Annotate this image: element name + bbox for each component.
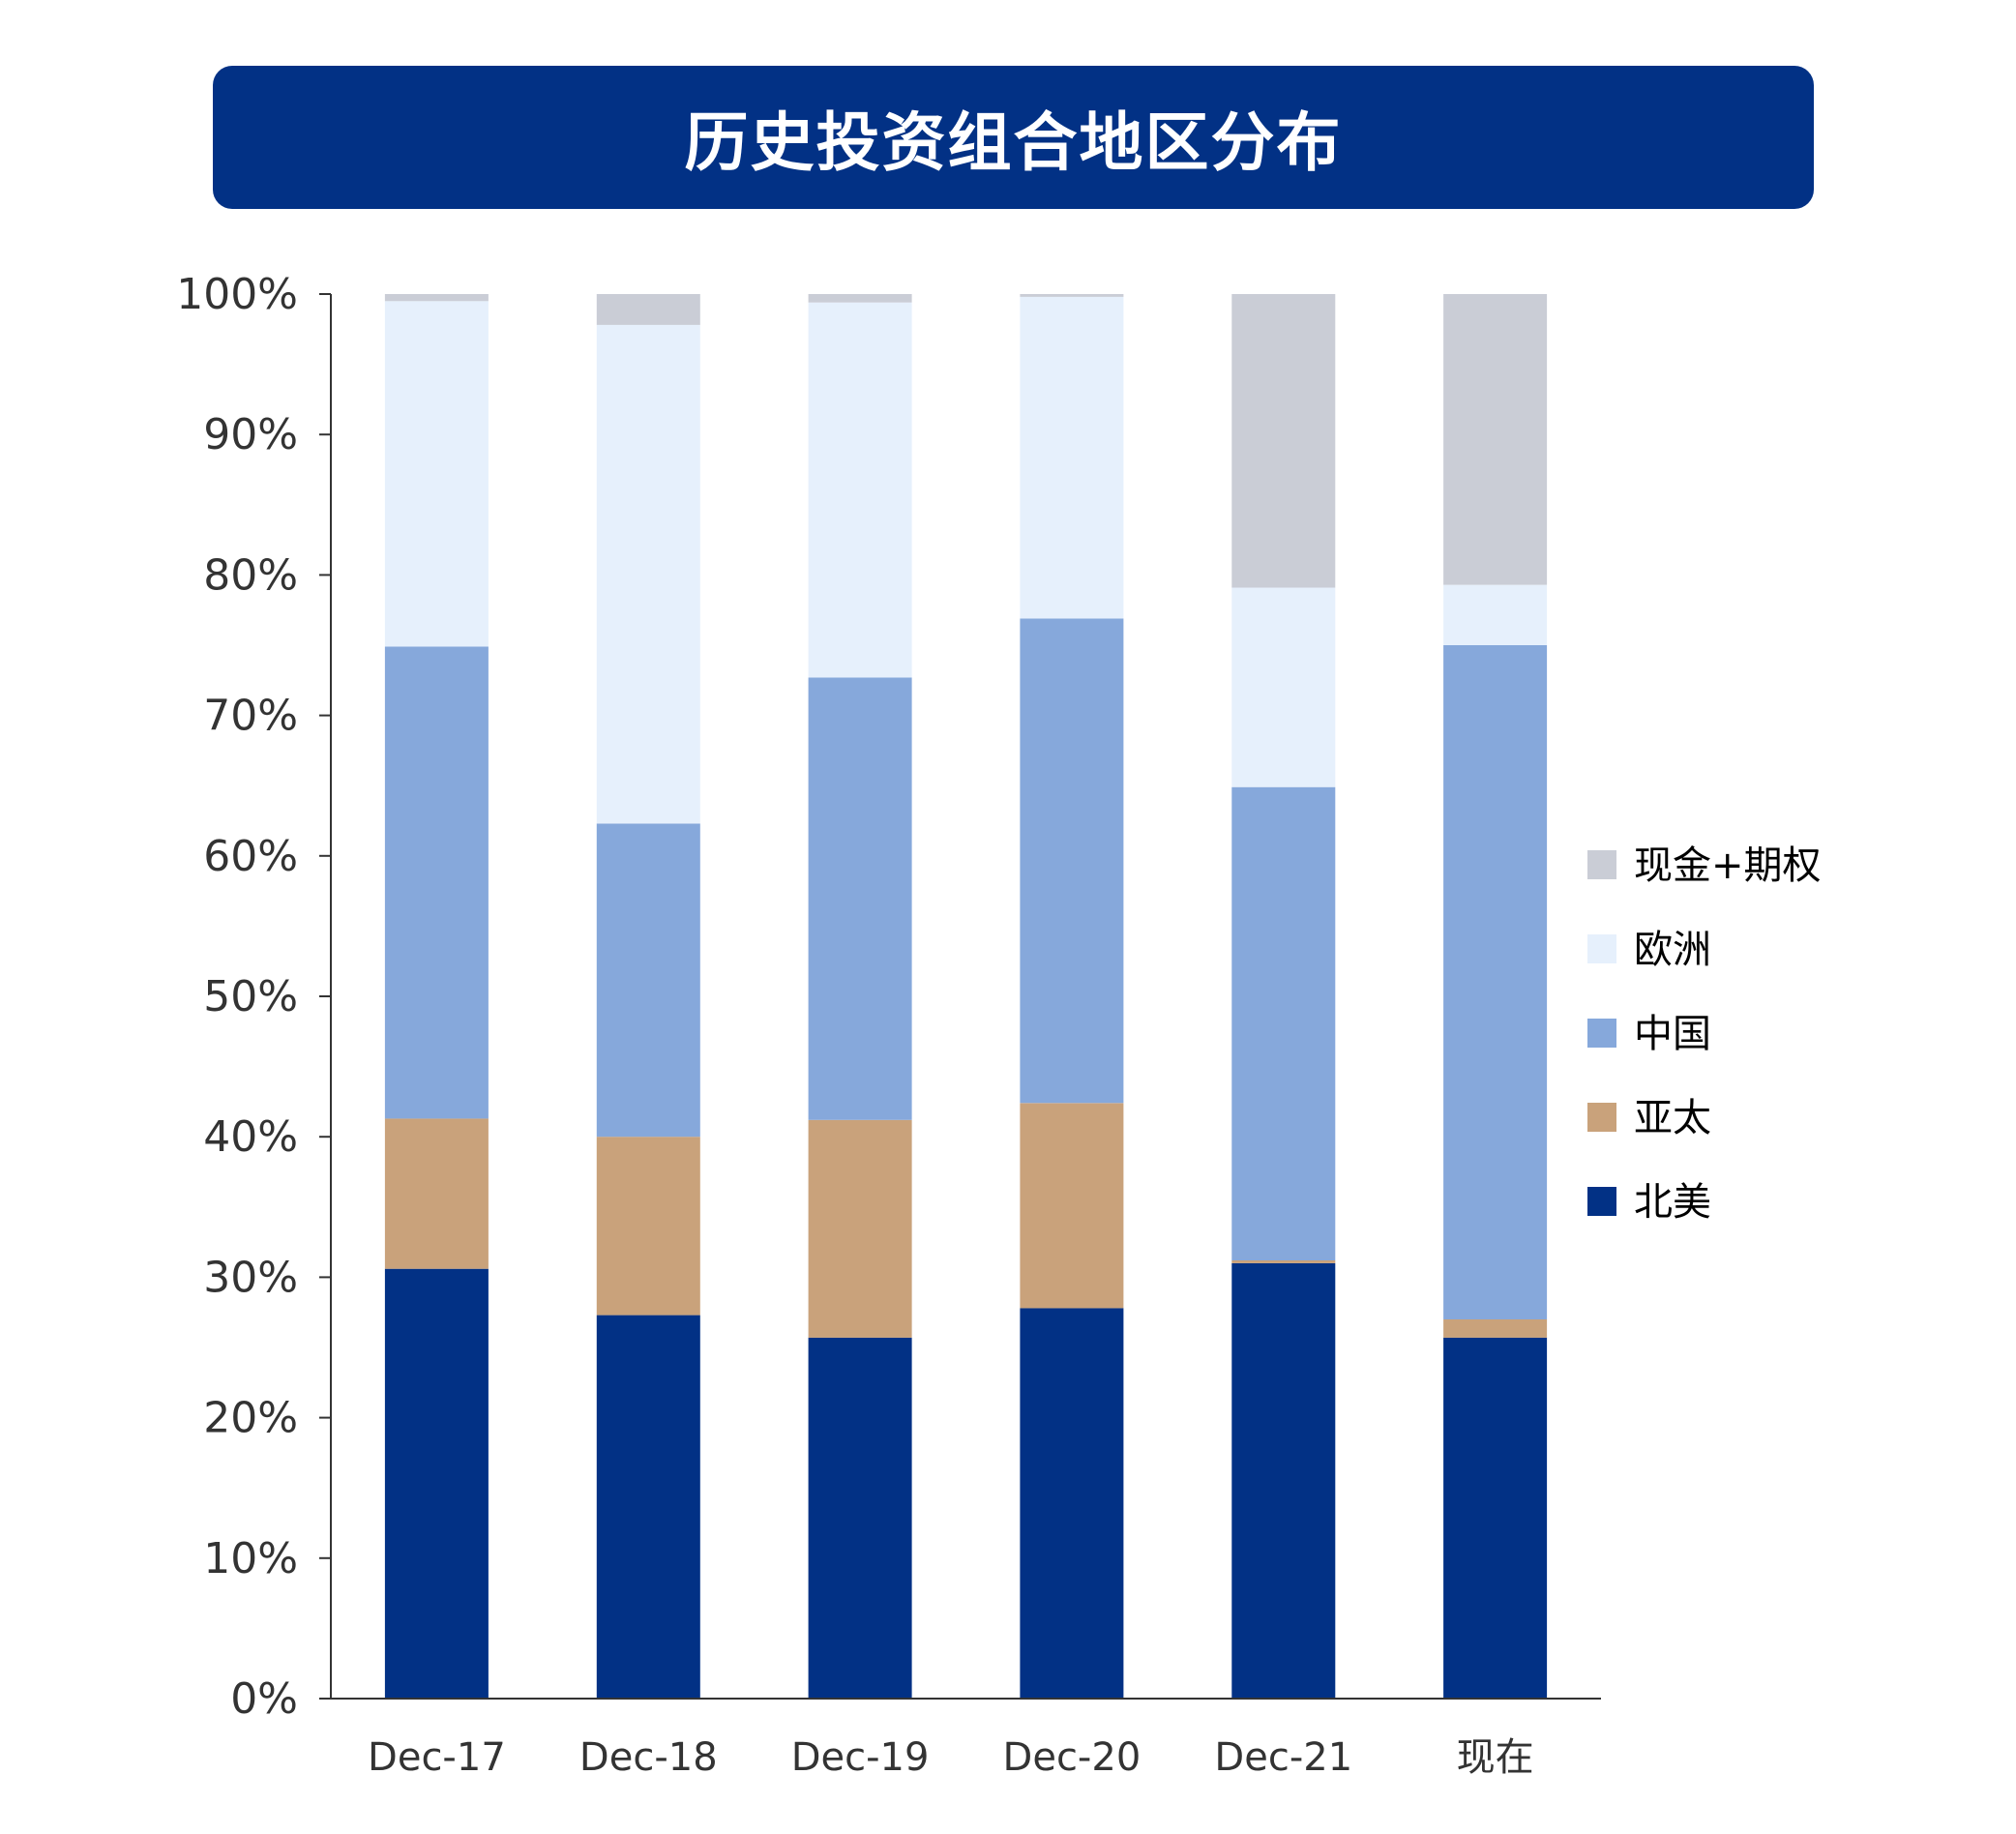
y-tick-label: 40% — [203, 1112, 298, 1162]
bar-segment — [384, 646, 489, 1119]
bar-segment — [808, 1337, 912, 1699]
x-tick-label: 现在 — [1457, 1735, 1534, 1780]
y-tick-label: 80% — [203, 550, 298, 600]
bar-segment — [596, 1137, 700, 1316]
bar-segment — [1020, 618, 1124, 1104]
legend-label: 亚太 — [1634, 1096, 1711, 1140]
legend-label: 中国 — [1634, 1012, 1711, 1056]
y-tick-label: 100% — [176, 270, 298, 319]
x-tick-label: Dec-20 — [1003, 1735, 1141, 1780]
legend-label: 北美 — [1634, 1180, 1711, 1225]
bar-segment — [1443, 584, 1548, 645]
x-tick-label: Dec-18 — [579, 1735, 718, 1780]
x-tick-label: Dec-21 — [1214, 1735, 1352, 1780]
y-tick-label: 70% — [203, 692, 298, 741]
x-tick-label: Dec-19 — [791, 1735, 930, 1780]
x-tick-label: Dec-17 — [368, 1735, 506, 1780]
bar-segment — [384, 301, 489, 647]
title-banner: 历史投资组合地区分布 — [213, 66, 1814, 209]
legend-label: 欧洲 — [1634, 928, 1711, 972]
bar-segment — [596, 294, 700, 325]
legend-swatch — [1587, 934, 1616, 963]
bar-segment — [1443, 1319, 1548, 1338]
bar-segment — [384, 1118, 489, 1269]
legend-swatch — [1587, 1103, 1616, 1132]
bar-segment — [1020, 1103, 1124, 1309]
bar-segment — [384, 1268, 489, 1699]
bar-segment — [1443, 294, 1548, 585]
bar-segment — [596, 1315, 700, 1699]
y-tick-label: 50% — [203, 972, 298, 1021]
y-tick-label: 20% — [203, 1394, 298, 1443]
bar-segment — [1231, 786, 1336, 1260]
bar-segment — [1231, 1260, 1336, 1263]
bar-segment — [1231, 1262, 1336, 1699]
chart-title: 历史投资组合地区分布 — [684, 105, 1343, 180]
bar-segment — [596, 823, 700, 1138]
bar-segment — [1231, 587, 1336, 787]
bar-segment — [808, 302, 912, 678]
legend-swatch — [1587, 1019, 1616, 1048]
bar-segment — [808, 1119, 912, 1338]
bar-segment — [1020, 1308, 1124, 1699]
y-tick-label: 0% — [230, 1674, 298, 1724]
bar-segment — [1443, 1337, 1548, 1699]
bar-segment — [1443, 645, 1548, 1319]
y-tick-label: 90% — [203, 410, 298, 459]
bar-segment — [1020, 294, 1124, 297]
bar-segment — [808, 294, 912, 303]
bar-segment — [596, 324, 700, 824]
legend-swatch — [1587, 1187, 1616, 1216]
legend-swatch — [1587, 850, 1616, 879]
y-tick-label: 30% — [203, 1253, 298, 1302]
bar-segment — [808, 677, 912, 1120]
legend-label: 现金+期权 — [1634, 843, 1822, 888]
y-tick-label: 60% — [203, 832, 298, 881]
bar-segment — [1231, 294, 1336, 588]
y-tick-label: 10% — [203, 1534, 298, 1583]
bar-segment — [384, 294, 489, 302]
bar-segment — [1020, 296, 1124, 619]
